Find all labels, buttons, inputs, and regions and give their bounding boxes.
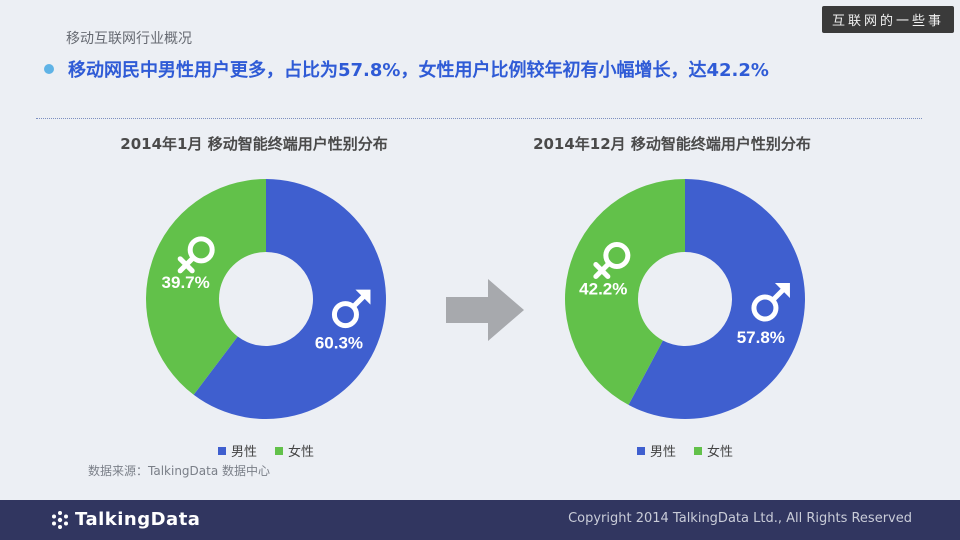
legend-label-female: 女性 — [707, 445, 734, 460]
legend-label-female: 女性 — [288, 445, 315, 460]
donut-chart-jan: 60.3% 39.7% — [146, 179, 386, 419]
legend-item-female: 女性 — [694, 441, 733, 460]
legend-label-male: 男性 — [650, 445, 677, 460]
copyright-text: Copyright 2014 TalkingData Ltd., All Rig… — [568, 511, 912, 526]
data-source-note: 数据来源：TalkingData 数据中心 — [88, 464, 271, 478]
legend-swatch-female — [275, 446, 284, 455]
donut-slice-female — [565, 179, 685, 405]
female-symbol-icon — [593, 242, 631, 280]
logo-mark-icon — [52, 510, 68, 529]
legend-label-male: 男性 — [231, 445, 258, 460]
value-label-female: 42.2% — [579, 280, 627, 299]
headline: 移动网民中男性用户更多，占比为57.8%，女性用户比例较年初有小幅增长，达42.… — [44, 56, 769, 82]
section-title: 移动互联网行业概况 — [66, 31, 192, 47]
dotted-divider — [36, 118, 922, 119]
donut-slice-male — [193, 179, 386, 419]
footer-bar: TalkingData Copyright 2014 TalkingData L… — [0, 500, 960, 540]
headline-text: 移动网民中男性用户更多，占比为57.8%，女性用户比例较年初有小幅增长，达42.… — [68, 60, 769, 81]
bullet-dot-icon — [44, 64, 54, 74]
legend-item-male: 男性 — [218, 441, 257, 460]
right-arrow-icon — [446, 279, 524, 341]
male-symbol-icon — [751, 282, 790, 322]
legend-item-female: 女性 — [275, 441, 314, 460]
donut-chart-dec: 57.8% 42.2% — [565, 179, 805, 419]
legend-item-male: 男性 — [637, 441, 676, 460]
legend-swatch-male — [637, 446, 645, 455]
donut-slice-male — [628, 179, 805, 419]
chart-title-jan: 2014年1月 移动智能终端用户性别分布 — [120, 135, 388, 153]
male-symbol-icon — [331, 289, 371, 329]
logo-text: TalkingData — [75, 509, 201, 530]
chart-title-dec: 2014年12月 移动智能终端用户性别分布 — [533, 135, 811, 153]
female-symbol-icon — [177, 236, 215, 274]
talkingdata-logo: TalkingData — [50, 509, 200, 530]
donut-slice-female — [146, 179, 266, 395]
legend-jan: 男性 女性 — [218, 441, 332, 460]
legend-swatch-male — [218, 446, 226, 455]
legend-dec: 男性 女性 — [637, 441, 751, 460]
watermark-badge: 互联网的一些事 — [821, 6, 954, 33]
legend-swatch-female — [694, 446, 703, 455]
value-label-male: 60.3% — [315, 334, 363, 353]
value-label-female: 39.7% — [162, 273, 210, 292]
value-label-male: 57.8% — [737, 328, 785, 347]
